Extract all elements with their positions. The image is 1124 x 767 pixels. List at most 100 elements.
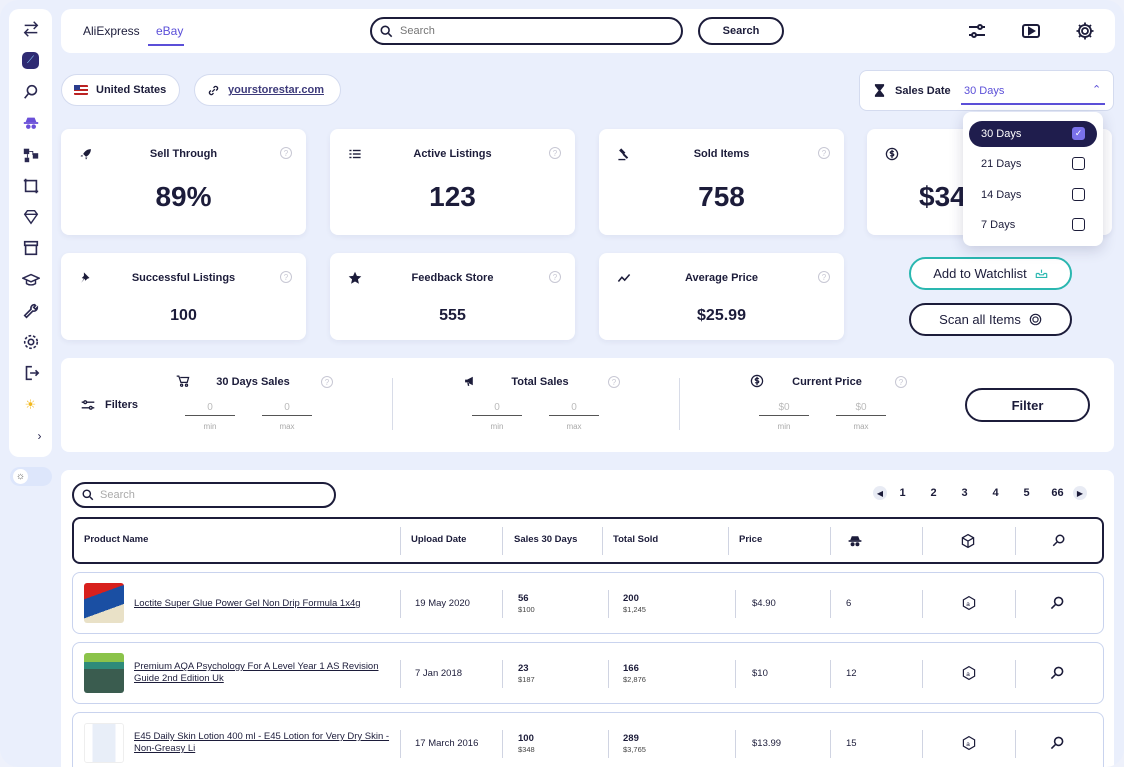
col-sales-30-days[interactable]: Sales 30 Days	[514, 534, 578, 545]
product-search-icon[interactable]	[20, 82, 42, 103]
table-row: Premium AQA Psychology For A Level Year …	[72, 642, 1104, 704]
col-product-name[interactable]: Product Name	[84, 534, 149, 545]
crop-icon[interactable]	[20, 175, 42, 196]
page-66[interactable]: 66	[1051, 487, 1064, 499]
help-icon[interactable]: ?	[321, 376, 333, 388]
row-divider	[922, 590, 923, 618]
option-21-days[interactable]: 21 Days	[969, 151, 1097, 177]
add-to-watchlist-button[interactable]: Add to Watchlist	[909, 257, 1072, 290]
filter-divider	[392, 378, 393, 430]
checkbox-checked-icon[interactable]: ✓	[1072, 127, 1085, 140]
help-icon[interactable]: ?	[549, 147, 561, 159]
svg-text:a: a	[966, 671, 970, 678]
filter-min-input[interactable]: $0	[759, 402, 809, 416]
archive-icon[interactable]	[20, 238, 42, 259]
help-icon[interactable]: ?	[280, 271, 292, 283]
row-divider	[608, 730, 609, 758]
filter-group-title: Total Sales	[511, 376, 569, 388]
prev-page-icon[interactable]: ◀	[873, 486, 887, 500]
col-price[interactable]: Price	[739, 534, 763, 545]
sun-icon[interactable]: ☀	[24, 396, 37, 412]
upload-date: 7 Jan 2018	[415, 668, 463, 679]
product-search-icon[interactable]	[1049, 735, 1065, 751]
logout-icon[interactable]	[20, 363, 42, 384]
product-thumbnail[interactable]	[84, 723, 124, 763]
chevron-up-icon[interactable]: ⌃	[1092, 84, 1102, 96]
col-total-sold[interactable]: Total Sold	[613, 534, 659, 545]
video-icon[interactable]	[1021, 21, 1041, 41]
option-14-days[interactable]: 14 Days	[969, 182, 1097, 208]
country-selector[interactable]: United States	[61, 74, 180, 106]
amazon-box-icon[interactable]: a	[961, 665, 977, 681]
checkbox-icon[interactable]	[1072, 218, 1085, 231]
card-value: 758	[698, 181, 745, 212]
filter-max-input[interactable]: $0	[836, 402, 886, 416]
top-search-input[interactable]	[400, 25, 670, 37]
amazon-box-icon[interactable]: a	[961, 595, 977, 611]
filter-max-input[interactable]: 0	[549, 402, 599, 416]
option-30-days[interactable]: 30 Days ✓	[969, 121, 1097, 147]
card-average-price: Average Price ? $25.99	[599, 253, 844, 340]
checkbox-icon[interactable]	[1072, 188, 1085, 201]
diamond-icon[interactable]	[20, 207, 42, 228]
help-icon[interactable]: ?	[818, 271, 830, 283]
sliders-icon[interactable]	[967, 21, 987, 41]
max-label: max	[853, 422, 869, 431]
card-title: Feedback Store	[411, 272, 494, 284]
sales-30-days: 56 $100	[518, 593, 535, 615]
product-search-icon[interactable]	[1049, 595, 1065, 611]
filters-panel: Filters 30 Days Sales ? 0 0 min max Tota…	[61, 358, 1114, 452]
tab-ebay[interactable]: eBay	[156, 24, 184, 38]
page-1[interactable]: 1	[899, 487, 906, 499]
product-name-link[interactable]: Premium AQA Psychology For A Level Year …	[134, 661, 379, 684]
page-4[interactable]: 4	[992, 487, 999, 499]
hourglass-icon	[874, 84, 885, 97]
product-name-link[interactable]: Loctite Super Glue Power Gel Non Drip Fo…	[134, 598, 361, 609]
help-icon[interactable]: ?	[549, 271, 561, 283]
product-search-icon[interactable]	[1049, 665, 1065, 681]
product-name-link[interactable]: E45 Daily Skin Lotion 400 ml - E45 Lotio…	[134, 731, 390, 754]
search-icon	[380, 25, 393, 37]
wrench-icon[interactable]	[20, 301, 42, 322]
filter-min-input[interactable]: 0	[472, 402, 522, 416]
link-icon	[208, 85, 219, 95]
product-thumbnail[interactable]	[84, 583, 124, 623]
help-icon[interactable]: ?	[818, 147, 830, 159]
page-2[interactable]: 2	[930, 487, 937, 499]
col-upload-date[interactable]: Upload Date	[411, 534, 467, 545]
filter-button[interactable]: Filter	[965, 388, 1090, 422]
graduation-cap-icon[interactable]	[20, 269, 42, 290]
arrows-swap-icon[interactable]	[20, 19, 42, 40]
dashboard-icon[interactable]: ⟋	[20, 50, 42, 71]
checkbox-icon[interactable]	[1072, 157, 1085, 170]
row-divider	[502, 590, 503, 618]
theme-toggle[interactable]: ☼	[10, 467, 52, 486]
network-icon[interactable]	[20, 144, 42, 165]
theme-sun-icon: ☼	[13, 469, 28, 484]
option-7-days[interactable]: 7 Days	[969, 212, 1097, 238]
store-url-pill[interactable]: yourstorestar.com	[194, 74, 341, 106]
spy-icon[interactable]	[20, 113, 42, 134]
tab-aliexpress[interactable]: AliExpress	[83, 24, 140, 38]
next-page-icon[interactable]: ▶	[1073, 486, 1087, 500]
page-3[interactable]: 3	[961, 487, 968, 499]
expand-chevron-icon[interactable]: ›	[37, 429, 42, 444]
filter-min-input[interactable]: 0	[185, 402, 235, 416]
help-icon[interactable]: ?	[608, 376, 620, 388]
product-thumbnail[interactable]	[84, 653, 124, 693]
filter-max-input[interactable]: 0	[262, 402, 312, 416]
top-search-button[interactable]: Search	[698, 17, 784, 45]
settings-icon[interactable]	[20, 332, 42, 353]
page-5[interactable]: 5	[1023, 487, 1030, 499]
store-url-link[interactable]: yourstorestar.com	[228, 84, 324, 96]
help-icon[interactable]: ?	[895, 376, 907, 388]
total-sold: 200 $1,245	[623, 593, 646, 615]
gear-icon[interactable]	[1075, 21, 1095, 41]
sales-date-select[interactable]: Sales Date 30 Days ⌃	[859, 70, 1114, 111]
scan-all-items-button[interactable]: Scan all Items	[909, 303, 1072, 336]
search-icon	[82, 489, 94, 501]
table-search-box[interactable]: Search	[72, 482, 336, 508]
amazon-box-icon[interactable]: a	[961, 735, 977, 751]
help-icon[interactable]: ?	[280, 147, 292, 159]
